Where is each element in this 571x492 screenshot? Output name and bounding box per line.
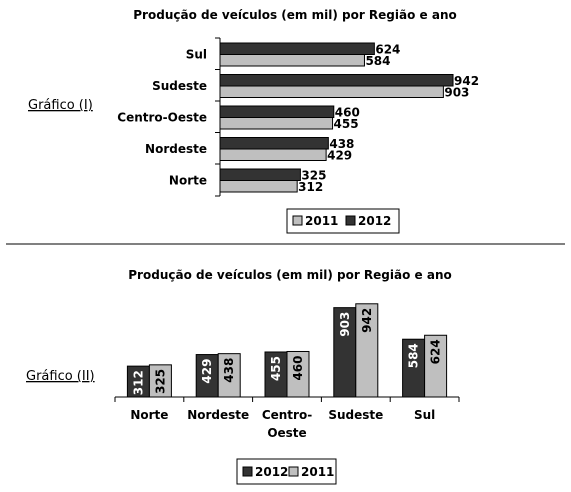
category-label-norte: Norte: [169, 174, 207, 188]
value-label-sudeste-2011: 942: [360, 308, 374, 333]
chart-vertical: Produção de veículos (em mil) por Região…: [26, 268, 460, 485]
bar-centro-oeste-2012: [219, 105, 335, 118]
value-label-nordeste-2011: 429: [327, 149, 352, 163]
bar-norte-2011: [148, 364, 172, 398]
chart2-legend: [236, 458, 337, 485]
bar-nordeste-2012: [219, 137, 329, 150]
legend-label-2012: 2012: [255, 465, 288, 479]
value-label-centro-oeste-2011: 455: [334, 117, 359, 131]
category-label-centro-oeste: Centro-Oeste: [117, 111, 207, 125]
value-label-nordeste-2011: 438: [222, 358, 236, 383]
bar-sudeste-2012: [219, 74, 454, 87]
category-label-sul: Sul: [414, 408, 435, 422]
value-label-norte-2011: 325: [153, 369, 167, 394]
value-label-centro-oeste-2011: 460: [291, 355, 305, 380]
bar-sul-2011: [219, 54, 365, 67]
value-label-nordeste-2012: 438: [329, 137, 354, 151]
chart1-title: Produção de veículos (em mil) por Região…: [133, 8, 456, 22]
value-label-nordeste-2012: 429: [200, 359, 214, 384]
bar-norte-2012: [219, 168, 301, 181]
bar-norte-2011: [219, 180, 298, 193]
value-label-norte-2012: 312: [131, 370, 145, 395]
category-label-nordeste: Nordeste: [145, 142, 207, 156]
category-label-sudeste: Sudeste: [152, 79, 207, 93]
value-label-sudeste-2012: 903: [338, 312, 352, 337]
bar-nordeste-2011: [217, 353, 241, 398]
value-label-sul-2011: 584: [365, 54, 390, 68]
value-label-centro-oeste-2012: 460: [335, 106, 360, 120]
value-label-norte-2011: 312: [298, 180, 323, 194]
bar-sul-2012: [219, 42, 375, 55]
legend-swatch-2011: [288, 466, 299, 477]
bar-sudeste-2011: [219, 85, 444, 98]
value-label-sudeste-2012: 942: [454, 74, 479, 88]
legend-swatch-2011: [292, 215, 303, 226]
value-label-sudeste-2011: 903: [444, 86, 469, 100]
category-label-sudeste: Sudeste: [328, 408, 383, 422]
bar-sul-2011: [424, 334, 448, 398]
chart2-title: Produção de veículos (em mil) por Região…: [128, 268, 451, 282]
category-label-centro-oeste: Centro-Oeste: [262, 408, 312, 440]
value-label-sul-2012: 624: [375, 43, 400, 57]
category-label-sul: Sul: [186, 48, 207, 62]
value-label-norte-2012: 325: [301, 169, 326, 183]
legend-label-2011: 2011: [305, 214, 338, 228]
chart2-side-label: Gráfico (II): [26, 369, 95, 384]
legend-label-2011: 2011: [301, 465, 334, 479]
chart1-side-label: Gráfico (I): [28, 98, 93, 113]
category-label-nordeste: Nordeste: [187, 408, 249, 422]
chart-horizontal: Produção de veículos (em mil) por Região…: [28, 8, 479, 234]
chart1-legend: [286, 208, 400, 234]
bar-centro-oeste-2011: [219, 117, 334, 130]
legend-label-2012: 2012: [358, 214, 391, 228]
bar-centro-oeste-2011: [286, 350, 310, 398]
bar-nordeste-2011: [219, 148, 327, 161]
legend-swatch-2012: [345, 215, 356, 226]
category-label-norte: Norte: [130, 408, 168, 422]
value-label-sul-2011: 624: [429, 339, 443, 364]
value-label-sul-2012: 584: [407, 343, 421, 368]
bar-sudeste-2011: [355, 303, 379, 398]
value-label-centro-oeste-2012: 455: [269, 356, 283, 381]
legend-swatch-2012: [242, 466, 253, 477]
